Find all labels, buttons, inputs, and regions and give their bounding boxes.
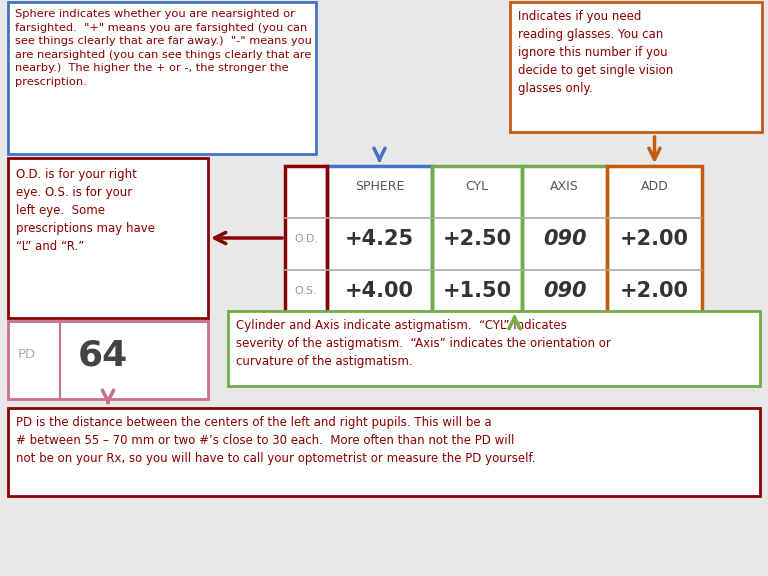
Text: 64: 64 bbox=[78, 338, 128, 372]
Text: +4.00: +4.00 bbox=[345, 281, 414, 301]
Text: PD is the distance between the centers of the left and right pupils. This will b: PD is the distance between the centers o… bbox=[16, 416, 535, 465]
Text: SPHERE: SPHERE bbox=[355, 180, 404, 194]
Text: Sphere indicates whether you are nearsighted or
farsighted.  "+" means you are f: Sphere indicates whether you are nearsig… bbox=[15, 9, 312, 87]
Text: 090: 090 bbox=[543, 229, 586, 249]
Text: Indicates if you need
reading glasses. You can
ignore this number if you
decide : Indicates if you need reading glasses. Y… bbox=[518, 10, 674, 95]
Text: AXIS: AXIS bbox=[550, 180, 579, 194]
Text: Cylinder and Axis indicate astigmatism.  “CYL” indicates
severity of the astigma: Cylinder and Axis indicate astigmatism. … bbox=[236, 319, 611, 368]
Text: PD: PD bbox=[18, 348, 36, 362]
FancyBboxPatch shape bbox=[8, 158, 208, 318]
FancyBboxPatch shape bbox=[8, 2, 316, 154]
Text: +2.00: +2.00 bbox=[620, 281, 689, 301]
Text: ADD: ADD bbox=[641, 180, 668, 194]
Text: O.D. is for your right
eye. O.S. is for your
left eye.  Some
prescriptions may h: O.D. is for your right eye. O.S. is for … bbox=[16, 168, 155, 253]
FancyBboxPatch shape bbox=[8, 321, 208, 399]
Text: CYL: CYL bbox=[465, 180, 488, 194]
Text: +2.50: +2.50 bbox=[442, 229, 511, 249]
Text: +2.00: +2.00 bbox=[620, 229, 689, 249]
Text: +4.25: +4.25 bbox=[345, 229, 414, 249]
Text: 090: 090 bbox=[543, 281, 586, 301]
FancyBboxPatch shape bbox=[510, 2, 762, 132]
Text: O.S.: O.S. bbox=[295, 286, 317, 296]
FancyBboxPatch shape bbox=[228, 311, 760, 386]
FancyBboxPatch shape bbox=[8, 408, 760, 496]
Text: +1.50: +1.50 bbox=[442, 281, 511, 301]
FancyBboxPatch shape bbox=[285, 166, 702, 322]
Text: O.D.: O.D. bbox=[294, 234, 318, 244]
